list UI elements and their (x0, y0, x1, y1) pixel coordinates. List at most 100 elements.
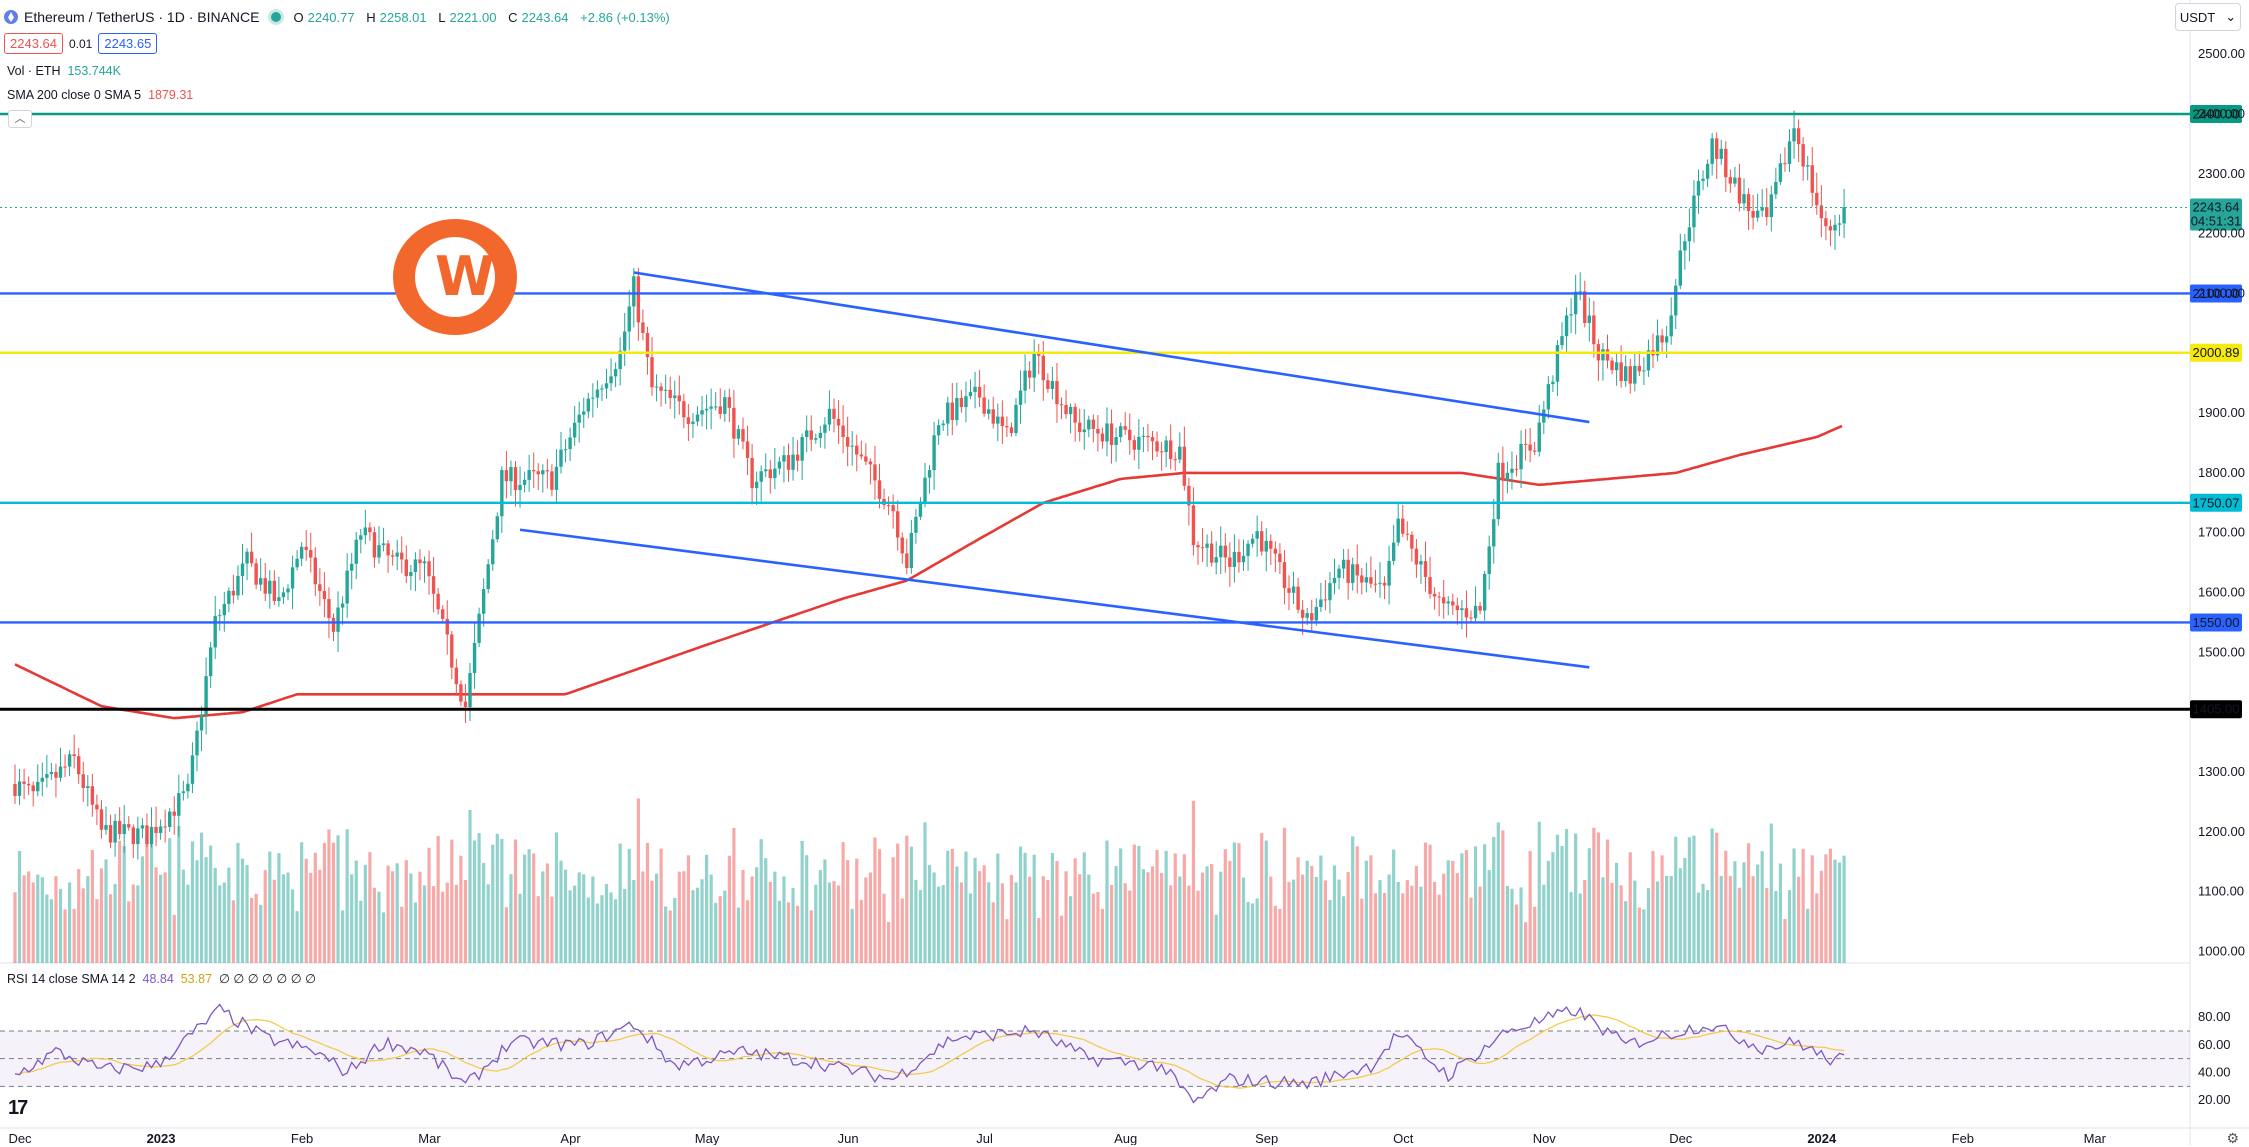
candle-body (504, 470, 509, 482)
x-tick-label: 2024 (1807, 1131, 1837, 1145)
volume-bar (1323, 880, 1327, 963)
volume-bar (454, 884, 458, 963)
volume-bar (363, 864, 367, 963)
candle-body (213, 615, 217, 648)
candle-body (277, 597, 281, 602)
volume-bar (1296, 857, 1300, 963)
candle-body (1378, 582, 1382, 584)
candle-body (1555, 345, 1560, 382)
level-label-bg (2190, 493, 2242, 512)
candle-body (327, 599, 331, 618)
candle-body (936, 425, 941, 436)
candle-body (1601, 349, 1605, 361)
candle-body (1569, 314, 1573, 316)
horizontal-levels[interactable]: 2400.00 2100.00 2000.89 1750.07 1550.00 1405.… (0, 105, 2242, 719)
candle-body (805, 430, 809, 438)
tradingview-logo-icon[interactable]: 17 (8, 1097, 28, 1119)
candle-body (491, 539, 495, 565)
volume-bar (1601, 877, 1605, 963)
volume-bar (1819, 870, 1823, 963)
settings-icon[interactable]: ⚙ (2226, 1130, 2239, 1146)
y-tick-label: 1200.00 (2198, 824, 2245, 839)
volume-bar (1328, 899, 1332, 963)
sell-button[interactable]: 2243.64 (4, 33, 63, 54)
rsi-tick-label: 60.00 (2198, 1037, 2231, 1052)
volume-bar (959, 882, 963, 963)
candle-body (1150, 437, 1155, 442)
candle-body (900, 537, 904, 554)
volume-bar (31, 882, 35, 963)
candle-body (486, 564, 490, 590)
volume-bar (1301, 874, 1305, 963)
x-tick-label: Dec (1669, 1131, 1693, 1145)
candle-body (122, 824, 126, 835)
trendlines[interactable] (519, 271, 1590, 669)
candle-body (1100, 433, 1105, 442)
candle-body (204, 676, 208, 715)
candle-body (36, 781, 40, 792)
candle-body (695, 414, 700, 422)
volume-bar (1423, 842, 1428, 963)
volume-bar (1228, 860, 1232, 963)
candle-body (536, 471, 540, 475)
candle-body (1423, 561, 1428, 578)
candle-body (359, 535, 363, 540)
sma-200-path (14, 424, 1843, 720)
volume-bar (1496, 822, 1500, 963)
candle-body (299, 546, 304, 559)
volume-bar (1096, 892, 1100, 963)
candle-body (1146, 435, 1150, 438)
candle-body (127, 824, 131, 828)
candle-body (1610, 360, 1614, 371)
volume-bar (723, 890, 727, 963)
candle-body (1159, 451, 1164, 453)
volume-bar (1783, 919, 1787, 963)
volume-bar (295, 911, 299, 963)
candle-body (400, 552, 404, 560)
symbol-title[interactable]: Ethereum / TetherUS · 1D · BINANCE (24, 9, 260, 25)
volume-bar (1073, 858, 1077, 963)
x-tick-label: May (695, 1131, 720, 1145)
candlesticks[interactable] (13, 110, 1846, 860)
level-label-bg (2190, 343, 2242, 362)
volume-bar (1524, 922, 1528, 963)
collapse-legend-button[interactable]: ︿ (8, 110, 32, 128)
candle-body (1533, 450, 1537, 452)
volume-bar (1160, 872, 1164, 963)
volume-bar (231, 900, 235, 963)
volume-bar (236, 842, 240, 963)
volume-bar (391, 871, 395, 963)
rsi-legend[interactable]: RSI 14 close SMA 14 2 48.84 53.87 ∅ ∅ ∅ … (7, 972, 317, 986)
buy-button[interactable]: 2243.65 (98, 33, 158, 54)
candle-body (568, 437, 572, 450)
volume-legend[interactable]: Vol · ETH 153.744K (7, 64, 121, 78)
volume-bar (709, 874, 713, 963)
current-price-label-bg (2190, 198, 2242, 231)
currency-selector[interactable]: USDT ⌄ (2175, 3, 2241, 31)
candle-body (823, 424, 827, 433)
volume-bar (463, 880, 468, 963)
volume-bar (982, 865, 986, 963)
candle-body (181, 791, 186, 794)
candle-body (1109, 423, 1114, 445)
candle-body (1523, 443, 1528, 445)
sma-legend[interactable]: SMA 200 close 0 SMA 5 1879.31 (7, 88, 194, 102)
candle-body (86, 786, 90, 788)
volume-bar (17, 851, 22, 963)
volume-bar (695, 887, 700, 963)
candle-body (1391, 542, 1396, 561)
candle-body (777, 461, 782, 469)
volume-bar (1815, 893, 1819, 963)
candle-body (1751, 211, 1755, 218)
volume-bar (422, 885, 427, 963)
candle-body (472, 642, 477, 674)
candle-body (208, 647, 213, 677)
volume-bar (850, 908, 854, 963)
volume-bar (1469, 897, 1473, 963)
volume-bar (1414, 866, 1418, 963)
volume-bar (1574, 833, 1578, 963)
candle-body (249, 551, 254, 564)
candle-body (1505, 472, 1510, 481)
volume-bar (1769, 823, 1773, 963)
